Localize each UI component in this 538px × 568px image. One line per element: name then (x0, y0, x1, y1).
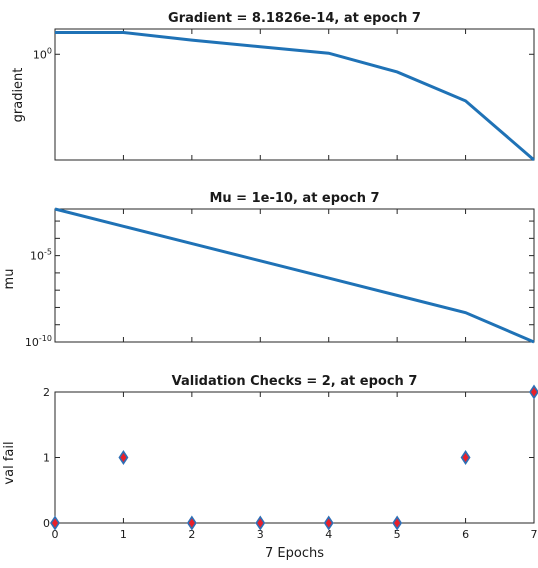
x-tick-label: 2 (188, 528, 195, 541)
x-tick-label: 1 (120, 528, 127, 541)
series-line (55, 30, 535, 162)
chart-panel-3: Validation Checks = 2, at epoch 7 val fai… (2, 374, 538, 561)
y-tick-label: 100 (33, 46, 52, 61)
data-point-diamond (186, 515, 197, 531)
data-point-diamond (323, 515, 334, 531)
x-tick-label: 6 (462, 528, 469, 541)
x-tick-label: 0 (52, 528, 59, 541)
y-tick-label: 1 (43, 452, 50, 465)
data-point-diamond (392, 515, 403, 531)
chart-title: Gradient = 8.1826e-14, at epoch 7 (168, 11, 421, 26)
x-axis-label: 7 Epochs (265, 546, 324, 561)
y-tick-label: 10-10 (25, 334, 52, 349)
y-tick-label: 2 (43, 386, 50, 399)
x-tick-label: 4 (325, 528, 332, 541)
x-tick-label: 5 (394, 528, 401, 541)
chart-panel-1: Gradient = 8.1826e-14, at epoch 7 gradien… (11, 11, 535, 162)
x-tick-label: 7 (531, 528, 538, 541)
series-line (54, 207, 535, 344)
chart-title: Validation Checks = 2, at epoch 7 (172, 374, 418, 389)
y-axis-label: val fail (2, 441, 17, 484)
chart-title: Mu = 1e-10, at epoch 7 (209, 191, 379, 206)
data-point-diamond (460, 450, 471, 465)
y-axis-label: gradient (11, 68, 26, 123)
data-point-diamond (529, 384, 538, 400)
axes-box (54, 208, 535, 343)
y-axis-label: mu (2, 269, 17, 290)
y-tick-label: 0 (43, 517, 50, 530)
chart-panel-2: Mu = 1e-10, at epoch 7 mu 10-5 10-10 (2, 191, 535, 349)
y-tick-label: 10-5 (30, 248, 52, 263)
axes-box (54, 391, 535, 524)
data-point-diamond (255, 515, 266, 531)
data-point-diamond (50, 515, 60, 531)
x-tick-label: 3 (257, 528, 264, 541)
data-point-diamond (118, 450, 129, 465)
